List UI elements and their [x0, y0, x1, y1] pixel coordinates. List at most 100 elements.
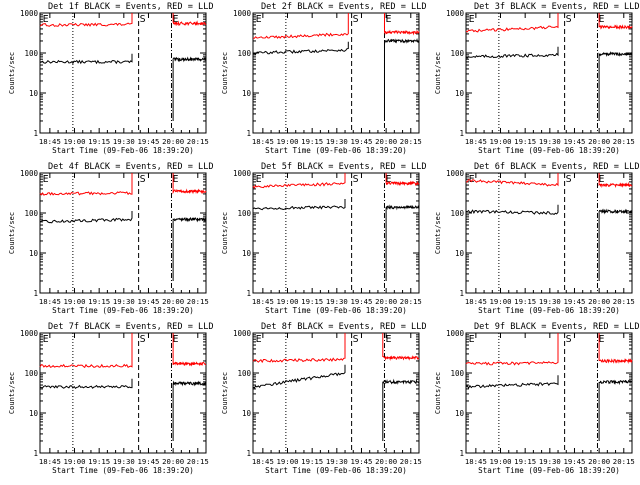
x-tick-label: 18:45 [252, 457, 274, 466]
x-tick-label: 18:45 [39, 137, 61, 146]
plot-frame [39, 172, 207, 294]
x-tick-label: 19:45 [350, 137, 372, 146]
panel-title: Det 6f BLACK = Events, RED = LLD [474, 162, 640, 172]
y-tick-label: 100 [237, 209, 251, 218]
y-tick-label: 100 [450, 369, 464, 378]
x-tick-label: 18:45 [39, 297, 61, 306]
panel-det7f: Det 7f BLACK = Events, RED = LLD 1 10 100 10… [8, 322, 214, 475]
plot-frame [465, 172, 633, 294]
x-tick-label: 19:30 [113, 297, 135, 306]
y-tick-label: 1000 [233, 169, 252, 178]
y-axis-label: Counts/sec [221, 52, 229, 94]
x-tick-label: 19:00 [64, 137, 86, 146]
marker-label: E [172, 334, 178, 345]
x-tick-label: 19:15 [301, 297, 323, 306]
y-tick-label: 1000 [446, 169, 465, 178]
plot-frame [39, 332, 207, 454]
y-tick-label: 10 [242, 249, 252, 258]
x-tick-label: 20:15 [187, 137, 209, 146]
series-lld-line [384, 13, 420, 36]
x-tick-label: 20:00 [162, 297, 184, 306]
y-tick-label: 10 [455, 249, 465, 258]
y-tick-label: 10 [455, 409, 465, 418]
x-tick-label: 19:00 [64, 457, 86, 466]
y-tick-label: 1000 [233, 9, 252, 18]
y-tick-label: 100 [24, 49, 38, 58]
y-tick-label: 1 [33, 129, 38, 138]
marker-label: S [140, 14, 146, 25]
marker-label: E [598, 14, 604, 25]
x-tick-label: 19:30 [113, 457, 135, 466]
series-events-line [465, 375, 559, 390]
x-tick-label: 20:15 [613, 297, 635, 306]
marker-label: E [385, 334, 391, 345]
plot-frame [252, 332, 420, 454]
x-axis-label: Start Time (09-Feb-06 18:39:20) [52, 466, 194, 475]
marker-label: E [385, 14, 391, 25]
x-tick-label: 18:45 [39, 457, 61, 466]
y-axis-label: Counts/sec [221, 372, 229, 414]
series-lld-line [465, 333, 559, 366]
panel-det8f: Det 8f BLACK = Events, RED = LLD 1 10 100 10… [221, 322, 427, 475]
x-axis-label: Start Time (09-Feb-06 18:39:20) [478, 306, 620, 315]
series-lld-line [172, 13, 207, 27]
x-tick-label: 19:45 [350, 457, 372, 466]
series-lld-line [385, 173, 420, 187]
y-axis-label: Counts/sec [8, 52, 16, 94]
x-tick-label: 19:15 [301, 457, 323, 466]
x-tick-label: 19:00 [490, 297, 512, 306]
y-tick-label: 1 [33, 449, 38, 458]
y-tick-label: 1 [246, 449, 251, 458]
panel-title: Det 2f BLACK = Events, RED = LLD [261, 2, 427, 12]
panel-det9f: Det 9f BLACK = Events, RED = LLD 1 10 100 10… [434, 322, 640, 475]
x-tick-label: 18:45 [465, 457, 487, 466]
marker-label: E [598, 174, 604, 185]
series-events-line [598, 208, 633, 281]
x-tick-label: 20:15 [400, 137, 422, 146]
y-tick-label: 1 [33, 289, 38, 298]
series-lld-line [39, 333, 133, 369]
series-lld-line [252, 333, 346, 364]
panel-title: Det 7f BLACK = Events, RED = LLD [48, 322, 214, 332]
series-lld-line [253, 13, 349, 39]
x-tick-label: 18:45 [252, 297, 274, 306]
x-tick-label: 19:00 [277, 137, 299, 146]
x-tick-label: 19:00 [64, 297, 86, 306]
panel-det4f: Det 4f BLACK = Events, RED = LLD 1 10 100 10… [8, 162, 214, 315]
y-tick-label: 10 [29, 249, 39, 258]
x-tick-label: 20:00 [375, 137, 397, 146]
panel-title: Det 4f BLACK = Events, RED = LLD [48, 162, 214, 172]
y-tick-label: 1 [246, 289, 251, 298]
x-tick-label: 19:00 [490, 457, 512, 466]
series-events-line [598, 379, 633, 441]
series-lld-line [598, 13, 633, 31]
y-tick-label: 1 [459, 129, 464, 138]
series-lld-line [252, 173, 346, 189]
x-tick-label: 19:45 [350, 297, 372, 306]
x-tick-label: 18:45 [252, 137, 274, 146]
y-tick-label: 100 [450, 209, 464, 218]
x-tick-label: 19:30 [326, 297, 348, 306]
x-tick-label: 19:00 [277, 457, 299, 466]
y-tick-label: 1 [459, 289, 464, 298]
series-events-line [384, 38, 420, 121]
marker-label: S [353, 174, 359, 185]
series-lld-line [465, 13, 559, 33]
x-tick-label: 20:15 [400, 297, 422, 306]
y-tick-label: 100 [450, 49, 464, 58]
panel-title: Det 3f BLACK = Events, RED = LLD [474, 2, 640, 12]
x-axis-label: Start Time (09-Feb-06 18:39:20) [265, 146, 407, 155]
marker-label: S [353, 334, 359, 345]
y-axis-label: Counts/sec [221, 212, 229, 254]
x-axis-label: Start Time (09-Feb-06 18:39:20) [478, 146, 620, 155]
y-tick-label: 1 [246, 129, 251, 138]
x-tick-label: 19:45 [563, 457, 585, 466]
x-tick-label: 20:15 [613, 137, 635, 146]
series-lld-line [172, 333, 207, 367]
x-tick-label: 20:15 [187, 457, 209, 466]
series-lld-line [466, 173, 559, 187]
y-tick-label: 1 [459, 449, 464, 458]
series-events-line [598, 51, 633, 121]
x-tick-label: 19:30 [326, 137, 348, 146]
series-events-line [172, 216, 207, 281]
